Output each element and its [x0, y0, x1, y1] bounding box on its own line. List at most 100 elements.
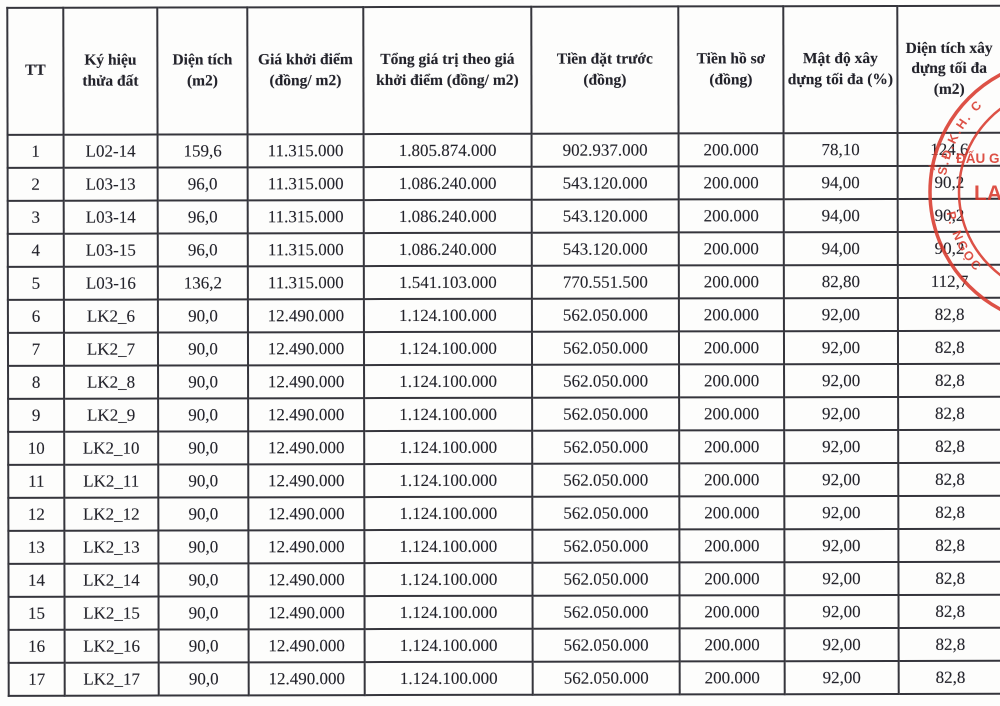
table-cell: 1.086.240.000 [363, 232, 532, 267]
table-cell: 82,80 [783, 264, 898, 299]
table-cell: 90,0 [158, 563, 249, 597]
table-cell: LK2_6 [63, 299, 158, 333]
col-header-parcel-code: Ký hiệu thửa đất [63, 7, 158, 135]
table-cell: 82,8 [898, 561, 1000, 595]
col-header-dossier-fee: Tiền hồ sơ (đồng) [678, 6, 784, 134]
col-header-max-build-area: Diện tích xây dựng tối đa (m2) [897, 5, 1000, 133]
table-cell: 543.120.000 [531, 199, 679, 233]
table-cell: 1.124.100.000 [364, 628, 533, 663]
table-cell: 12.490.000 [248, 596, 365, 630]
table-cell: 78,10 [783, 132, 898, 167]
table-cell: 200.000 [679, 562, 785, 596]
table-cell: 543.120.000 [531, 166, 679, 200]
table-cell: 12.490.000 [248, 530, 365, 564]
table-cell: 90,0 [158, 398, 249, 432]
table-cell: 82,8 [898, 594, 1000, 628]
table-cell: 200.000 [679, 628, 785, 662]
table-cell: 14 [8, 563, 65, 597]
table-cell: 5 [7, 266, 64, 300]
table-row: 16 LK2_16 90,0 12.490.000 1.124.100.000 562.0… [8, 627, 1000, 663]
table-cell: L02-14 [63, 134, 158, 168]
table-cell: LK2_8 [64, 365, 159, 399]
table-cell: 82,8 [898, 396, 1000, 430]
table-cell: 124,6 [897, 132, 1000, 166]
table-cell: L03-14 [63, 200, 158, 234]
table-cell: 543.120.000 [531, 232, 679, 266]
table-row: 6 LK2_6 90,0 12.490.000 1.124.100.000 562.050… [7, 297, 1000, 333]
table-cell: 12.490.000 [248, 464, 365, 498]
table-cell: 92,00 [784, 528, 899, 563]
table-cell: 82,8 [898, 660, 1000, 694]
table-cell: 90,0 [158, 530, 249, 564]
table-cell: 1.124.100.000 [364, 397, 533, 432]
table-cell: 94,00 [783, 165, 898, 200]
table-cell: 200.000 [679, 463, 785, 497]
table-cell: 12.490.000 [248, 497, 365, 531]
table-cell: 12.490.000 [248, 662, 365, 696]
table-cell: 12.490.000 [248, 431, 365, 465]
table-cell: 562.050.000 [531, 298, 679, 332]
table-cell: 15 [8, 596, 65, 630]
table-cell: 94,00 [783, 231, 898, 266]
table-cell: 562.050.000 [532, 397, 680, 431]
table-cell: 1.124.100.000 [364, 496, 533, 531]
table-row: 8 LK2_8 90,0 12.490.000 1.124.100.000 562.050… [8, 363, 1000, 399]
table-cell: 562.050.000 [532, 463, 680, 497]
table-header: TT Ký hiệu thửa đất Diện tích (m2) Giá k… [7, 5, 1000, 135]
table-cell: LK2_17 [64, 662, 159, 696]
table-cell: 11.315.000 [247, 266, 364, 300]
table-cell: 11 [8, 464, 65, 498]
table-row: 7 LK2_7 90,0 12.490.000 1.124.100.000 562.050… [7, 330, 1000, 366]
table-cell: 200.000 [679, 661, 785, 695]
table-cell: 92,00 [784, 594, 899, 629]
table-cell: 136,2 [157, 266, 248, 300]
table-row: 1 L02-14 159,6 11.315.000 1.805.874.000 902.9… [7, 132, 1000, 168]
table-cell: 770.551.500 [531, 265, 679, 299]
table-cell: 200.000 [678, 199, 784, 233]
table-cell: 90,2 [897, 198, 1000, 232]
table-cell: 90,0 [158, 365, 249, 399]
table-cell: 3 [7, 200, 64, 234]
table-cell: LK2_14 [64, 563, 159, 597]
table-cell: 17 [8, 662, 65, 696]
table-cell: LK2_10 [64, 431, 159, 465]
table-cell: 90,0 [158, 431, 249, 465]
table-body: 1 L02-14 159,6 11.315.000 1.805.874.000 902.9… [7, 132, 1000, 696]
table-row: 12 LK2_12 90,0 12.490.000 1.124.100.000 562.0… [8, 495, 1000, 531]
col-header-total-value: Tổng giá trị theo giá khởi điểm (đồng/ m… [363, 6, 532, 135]
table-cell: 562.050.000 [532, 628, 680, 662]
table-cell: 12.490.000 [248, 398, 365, 432]
table-cell: 10 [8, 431, 65, 465]
table-cell: 562.050.000 [532, 562, 680, 596]
table-cell: 1.541.103.000 [363, 265, 532, 300]
table-cell: 82,8 [898, 627, 1000, 661]
table-cell: 92,00 [784, 495, 899, 530]
table-cell: LK2_13 [64, 530, 159, 564]
table-cell: 12.490.000 [248, 365, 365, 399]
table-row: 15 LK2_15 90,0 12.490.000 1.124.100.000 562.0… [8, 594, 1000, 630]
table-cell: 96,0 [157, 233, 248, 267]
table-cell: 1.124.100.000 [364, 463, 533, 498]
table-cell: 82,8 [897, 330, 1000, 364]
table-cell: 1.124.100.000 [364, 562, 533, 597]
table-cell: 1.805.874.000 [363, 133, 532, 168]
table-cell: 12.490.000 [247, 299, 364, 333]
table-row: 9 LK2_9 90,0 12.490.000 1.124.100.000 562.050… [8, 396, 1000, 432]
table-cell: 562.050.000 [532, 364, 680, 398]
table-row: 10 LK2_10 90,0 12.490.000 1.124.100.000 562.0… [8, 429, 1000, 465]
table-cell: 92,00 [783, 330, 899, 365]
table-cell: LK2_11 [64, 464, 159, 498]
land-auction-table: TT Ký hiệu thửa đất Diện tích (m2) Giá k… [6, 4, 1000, 697]
table-cell: 92,00 [783, 297, 898, 332]
table-cell: 200.000 [679, 496, 785, 530]
table-cell: 90,0 [157, 299, 248, 333]
table-cell: 92,00 [784, 429, 899, 464]
table-cell: 7 [7, 332, 65, 366]
table-cell: 200.000 [679, 529, 785, 563]
table-row: 2 L03-13 96,0 11.315.000 1.086.240.000 543.12… [7, 165, 1000, 201]
table-cell: 4 [7, 233, 64, 267]
table-cell: 200.000 [678, 133, 784, 167]
table-cell: 11.315.000 [247, 233, 364, 267]
table-cell: 902.937.000 [531, 133, 679, 167]
